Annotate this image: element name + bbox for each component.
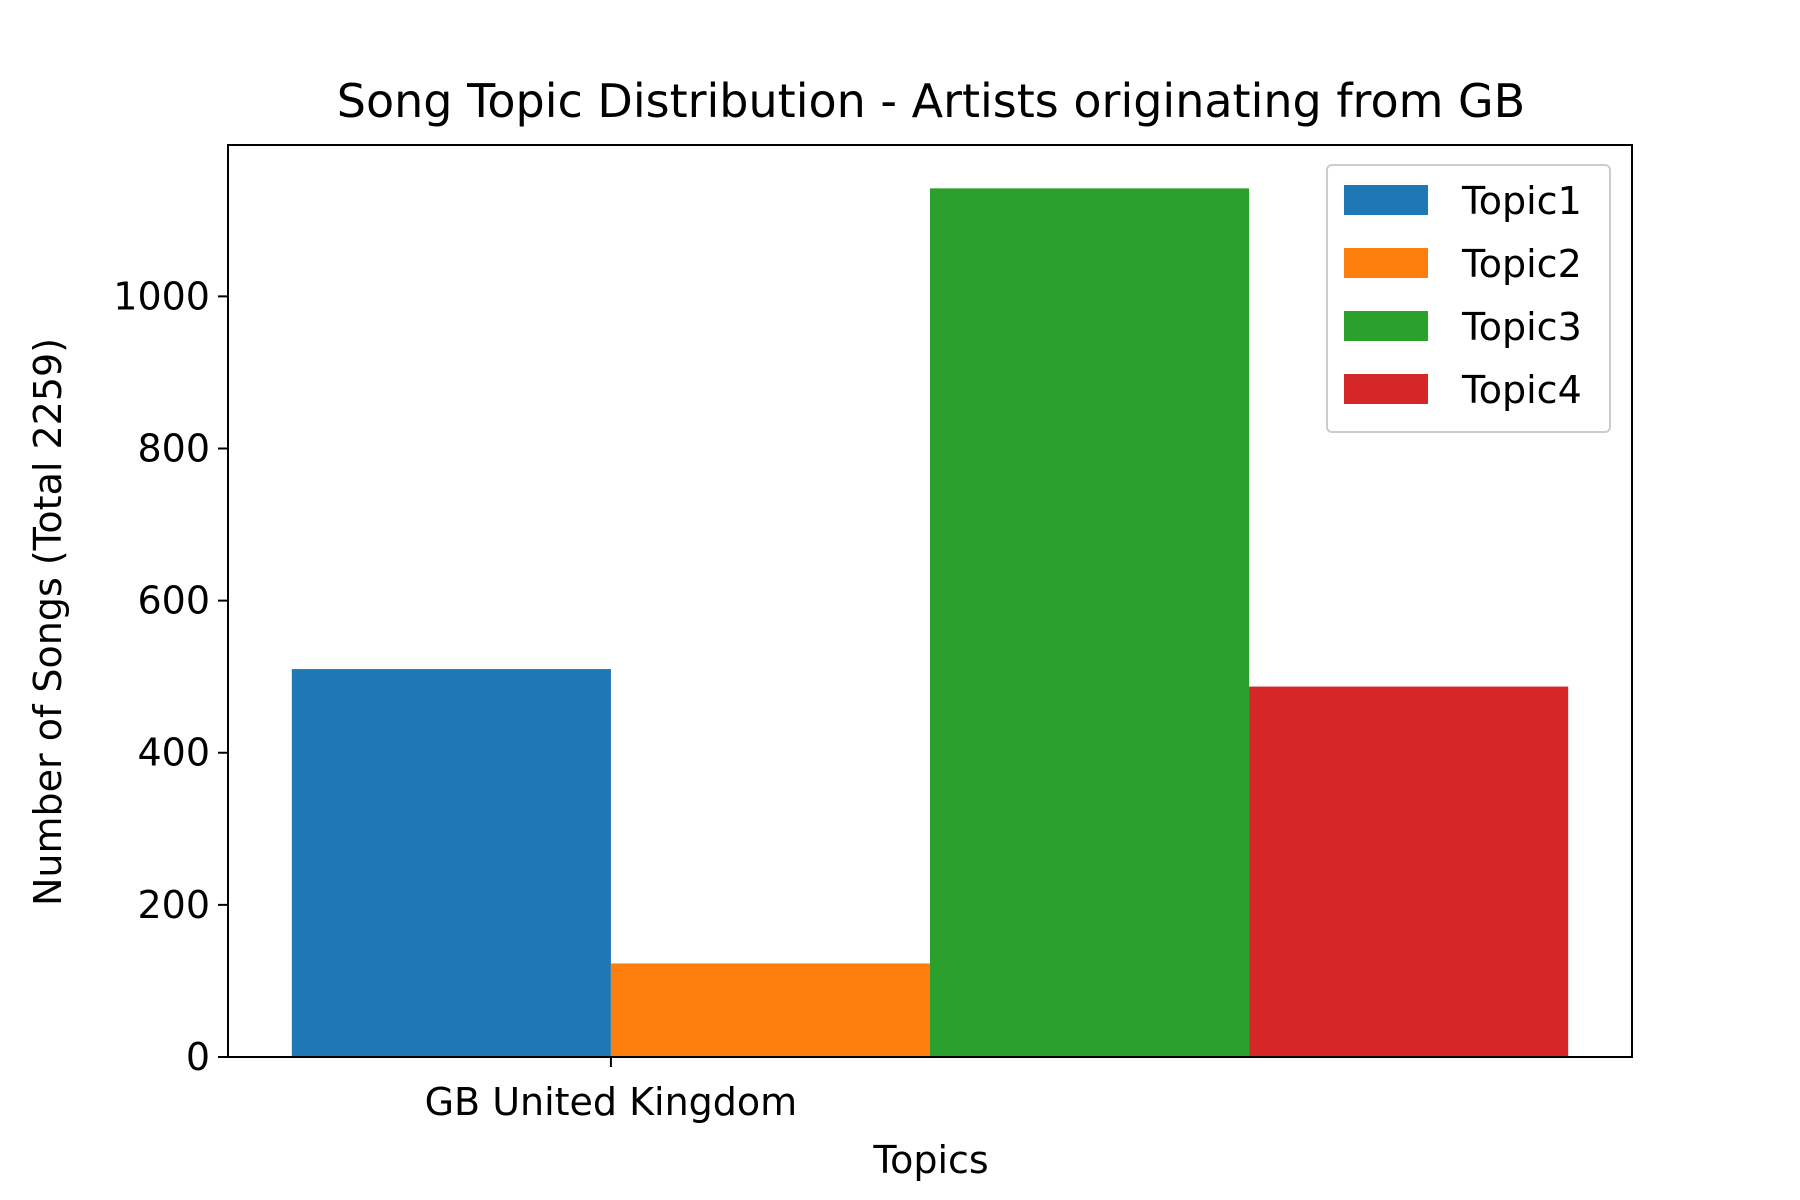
plot-area	[227, 144, 1633, 1058]
legend-swatch-topic4	[1344, 374, 1428, 404]
chart-title: Song Topic Distribution - Artists origin…	[337, 74, 1525, 128]
bar-topic1	[291, 669, 611, 1057]
legend: Topic1 Topic2 Topic3 Topic4	[1326, 164, 1611, 433]
x-tick-label: GB United Kingdom	[425, 1080, 798, 1124]
y-axis-label: Number of Songs (Total 2259)	[26, 338, 70, 906]
bar-topic4	[1249, 686, 1569, 1057]
x-axis-label: Topics	[872, 1138, 988, 1182]
y-tick-label: 0	[186, 1035, 210, 1079]
y-tick-label: 600	[137, 579, 210, 623]
legend-label-topic2: Topic2	[1461, 242, 1582, 286]
legend-label-topic3: Topic3	[1461, 305, 1582, 349]
legend-swatch-topic2	[1344, 248, 1428, 278]
bar-topic2	[610, 963, 930, 1057]
legend-swatch-topic3	[1344, 311, 1428, 341]
y-tick-label: 1000	[113, 274, 210, 318]
bar-topic3	[930, 188, 1250, 1058]
legend-swatch-topic1	[1344, 185, 1428, 215]
legend-label-topic1: Topic1	[1461, 179, 1582, 223]
x-axis: GB United Kingdom	[425, 1057, 798, 1124]
y-tick-label: 800	[137, 426, 210, 470]
y-tick-label: 200	[137, 883, 210, 927]
y-tick-label: 400	[137, 731, 210, 775]
legend-box	[1326, 164, 1611, 433]
legend-label-topic4: Topic4	[1461, 368, 1582, 412]
y-axis: 0 200 400 600 800 1000	[113, 274, 228, 1079]
